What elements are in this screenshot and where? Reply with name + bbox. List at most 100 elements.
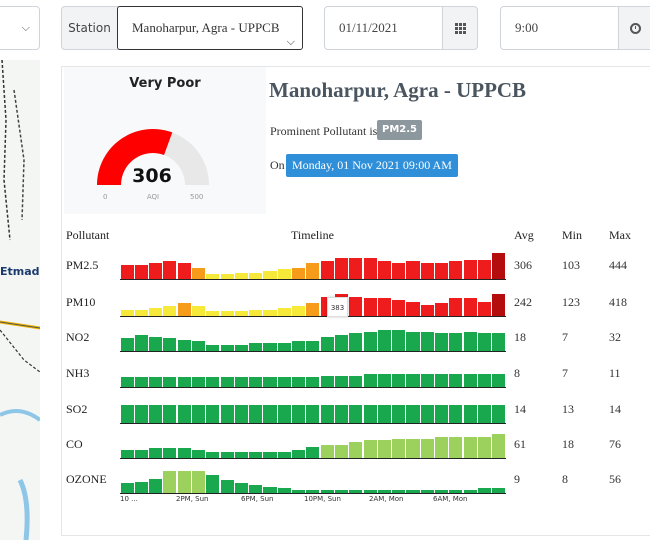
timeline-chart[interactable] bbox=[120, 390, 506, 424]
timeline-bar[interactable] bbox=[306, 405, 320, 423]
timeline-bar[interactable] bbox=[292, 341, 306, 351]
timeline-bar[interactable] bbox=[149, 377, 163, 387]
timeline-bar[interactable] bbox=[234, 405, 248, 423]
timeline-bar[interactable] bbox=[177, 340, 191, 351]
timeline-bar[interactable] bbox=[277, 343, 291, 351]
timeline-bar[interactable] bbox=[292, 405, 306, 423]
timeline-bar[interactable] bbox=[206, 475, 220, 493]
timeline-bar[interactable] bbox=[306, 490, 320, 493]
timeline-bar[interactable] bbox=[392, 490, 406, 493]
timeline-bar[interactable] bbox=[306, 263, 320, 279]
timeline-bar[interactable] bbox=[277, 308, 291, 316]
timeline-bar[interactable] bbox=[191, 268, 206, 279]
timeline-bar[interactable] bbox=[249, 405, 263, 423]
timeline-bar[interactable] bbox=[249, 310, 263, 316]
timeline-bar[interactable] bbox=[206, 345, 220, 351]
timeline-bar[interactable] bbox=[234, 452, 248, 458]
timeline-chart[interactable] bbox=[120, 246, 506, 280]
timeline-bar[interactable] bbox=[363, 374, 377, 387]
map-view[interactable]: Etmadp bbox=[0, 60, 40, 540]
timeline-bar[interactable] bbox=[220, 274, 234, 279]
timeline-bar[interactable] bbox=[406, 405, 420, 423]
timeline-bar[interactable] bbox=[220, 480, 234, 493]
timeline-bar[interactable] bbox=[234, 273, 248, 279]
timeline-bar[interactable] bbox=[435, 263, 449, 279]
timeline-bar[interactable] bbox=[120, 483, 134, 493]
timeline-bar[interactable] bbox=[320, 490, 334, 493]
timeline-bar[interactable] bbox=[406, 261, 420, 279]
timeline-bar[interactable] bbox=[463, 374, 477, 387]
timeline-bar[interactable] bbox=[263, 271, 277, 279]
timeline-bar[interactable] bbox=[149, 337, 163, 351]
timeline-bar[interactable] bbox=[263, 452, 277, 458]
timeline-bar[interactable] bbox=[449, 261, 463, 279]
timeline-bar[interactable] bbox=[306, 341, 320, 351]
timeline-bar[interactable] bbox=[249, 343, 263, 351]
timeline-bar[interactable] bbox=[334, 376, 349, 387]
timeline-bar[interactable] bbox=[277, 405, 291, 423]
timeline-bar[interactable] bbox=[177, 263, 191, 279]
timeline-bar[interactable] bbox=[406, 302, 420, 316]
timeline-bar[interactable] bbox=[377, 261, 391, 279]
timeline-bar[interactable] bbox=[163, 306, 177, 316]
timeline-bar[interactable] bbox=[449, 490, 463, 493]
timeline-bar[interactable] bbox=[163, 377, 177, 387]
timeline-bar[interactable] bbox=[177, 471, 191, 493]
timeline-chart[interactable] bbox=[120, 425, 506, 459]
timeline-bar[interactable] bbox=[363, 490, 377, 493]
timeline-bar[interactable] bbox=[420, 374, 434, 387]
timeline-bar[interactable] bbox=[477, 405, 491, 423]
timeline-bar[interactable] bbox=[463, 405, 477, 423]
timeline-bar[interactable] bbox=[477, 488, 491, 493]
timeline-bar[interactable] bbox=[149, 263, 163, 279]
timeline-bar[interactable] bbox=[263, 343, 277, 351]
timeline-bar[interactable] bbox=[134, 310, 148, 316]
timeline-bar[interactable] bbox=[191, 377, 206, 387]
timeline-bar[interactable] bbox=[449, 333, 463, 351]
timeline-bar[interactable] bbox=[492, 434, 506, 458]
timeline-bar[interactable] bbox=[277, 452, 291, 458]
timeline-bar[interactable] bbox=[191, 306, 206, 316]
timeline-bar[interactable] bbox=[377, 298, 391, 316]
timeline-bar[interactable] bbox=[234, 377, 248, 387]
timeline-bar[interactable] bbox=[149, 479, 163, 493]
timeline-bar[interactable] bbox=[177, 377, 191, 387]
timeline-bar[interactable] bbox=[406, 490, 420, 493]
timeline-bar[interactable] bbox=[206, 452, 220, 458]
timeline-bar[interactable] bbox=[292, 490, 306, 493]
timeline-chart[interactable] bbox=[120, 318, 506, 352]
timeline-bar[interactable] bbox=[392, 374, 406, 387]
timeline-bar[interactable] bbox=[477, 374, 491, 387]
timeline-bar[interactable] bbox=[249, 485, 263, 493]
timeline-bar[interactable] bbox=[177, 303, 191, 316]
timeline-bar[interactable] bbox=[191, 341, 206, 351]
timeline-bar[interactable] bbox=[234, 345, 248, 351]
timeline-bar[interactable] bbox=[306, 447, 320, 458]
timeline-bar[interactable] bbox=[234, 483, 248, 493]
timeline-bar[interactable] bbox=[134, 377, 148, 387]
timeline-bar[interactable] bbox=[392, 300, 406, 316]
timeline-bar[interactable] bbox=[449, 405, 463, 423]
timeline-bar[interactable] bbox=[249, 377, 263, 387]
timeline-bar[interactable] bbox=[206, 311, 220, 316]
timeline-bar[interactable] bbox=[220, 311, 234, 316]
timeline-bar[interactable] bbox=[292, 306, 306, 316]
timeline-bar[interactable] bbox=[292, 450, 306, 458]
timeline-bar[interactable] bbox=[120, 450, 134, 458]
timeline-bar[interactable] bbox=[363, 258, 377, 279]
timeline-bar[interactable] bbox=[220, 452, 234, 458]
timeline-bar[interactable] bbox=[263, 310, 277, 316]
date-picker-button[interactable] bbox=[443, 6, 478, 50]
timeline-bar[interactable] bbox=[149, 448, 163, 458]
timeline-bar[interactable] bbox=[206, 405, 220, 423]
timeline-bar[interactable] bbox=[163, 448, 177, 458]
timeline-bar[interactable] bbox=[120, 265, 134, 279]
timeline-bar[interactable] bbox=[377, 330, 391, 351]
timeline-bar[interactable] bbox=[449, 298, 463, 316]
timeline-bar[interactable] bbox=[163, 405, 177, 423]
timeline-bar[interactable] bbox=[206, 377, 220, 387]
timeline-bar[interactable] bbox=[363, 332, 377, 351]
timeline-bar[interactable] bbox=[163, 261, 177, 279]
timeline-bar[interactable] bbox=[477, 260, 491, 279]
timeline-bar[interactable] bbox=[392, 405, 406, 423]
